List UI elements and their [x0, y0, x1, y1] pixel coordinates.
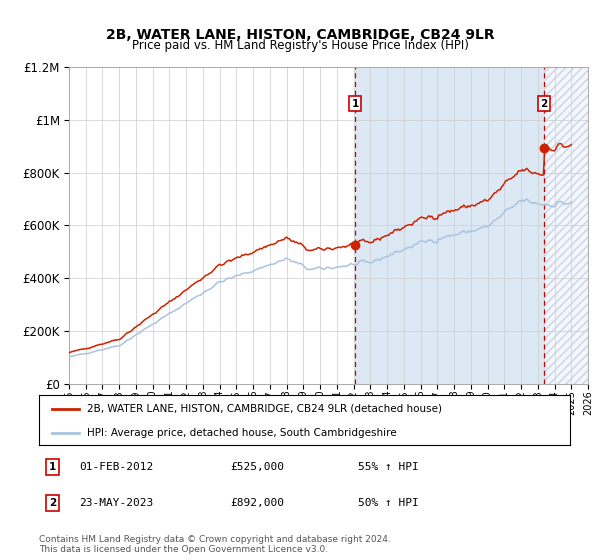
Text: 2B, WATER LANE, HISTON, CAMBRIDGE, CB24 9LR: 2B, WATER LANE, HISTON, CAMBRIDGE, CB24 … [106, 28, 494, 42]
Text: 50% ↑ HPI: 50% ↑ HPI [358, 498, 418, 508]
Text: HPI: Average price, detached house, South Cambridgeshire: HPI: Average price, detached house, Sout… [87, 428, 397, 437]
Text: £892,000: £892,000 [230, 498, 284, 508]
Text: Price paid vs. HM Land Registry's House Price Index (HPI): Price paid vs. HM Land Registry's House … [131, 39, 469, 53]
Text: 23-MAY-2023: 23-MAY-2023 [79, 498, 153, 508]
Text: 1: 1 [352, 99, 359, 109]
Text: 01-FEB-2012: 01-FEB-2012 [79, 462, 153, 472]
Text: 2: 2 [49, 498, 56, 508]
Bar [544, 67, 588, 384]
Bar [544, 67, 588, 384]
Text: 55% ↑ HPI: 55% ↑ HPI [358, 462, 418, 472]
Text: 1: 1 [49, 462, 56, 472]
Text: Contains HM Land Registry data © Crown copyright and database right 2024.
This d: Contains HM Land Registry data © Crown c… [39, 535, 391, 554]
Text: £525,000: £525,000 [230, 462, 284, 472]
Text: 2: 2 [541, 99, 548, 109]
Text: 2B, WATER LANE, HISTON, CAMBRIDGE, CB24 9LR (detached house): 2B, WATER LANE, HISTON, CAMBRIDGE, CB24 … [87, 404, 442, 414]
Bar [355, 67, 544, 384]
